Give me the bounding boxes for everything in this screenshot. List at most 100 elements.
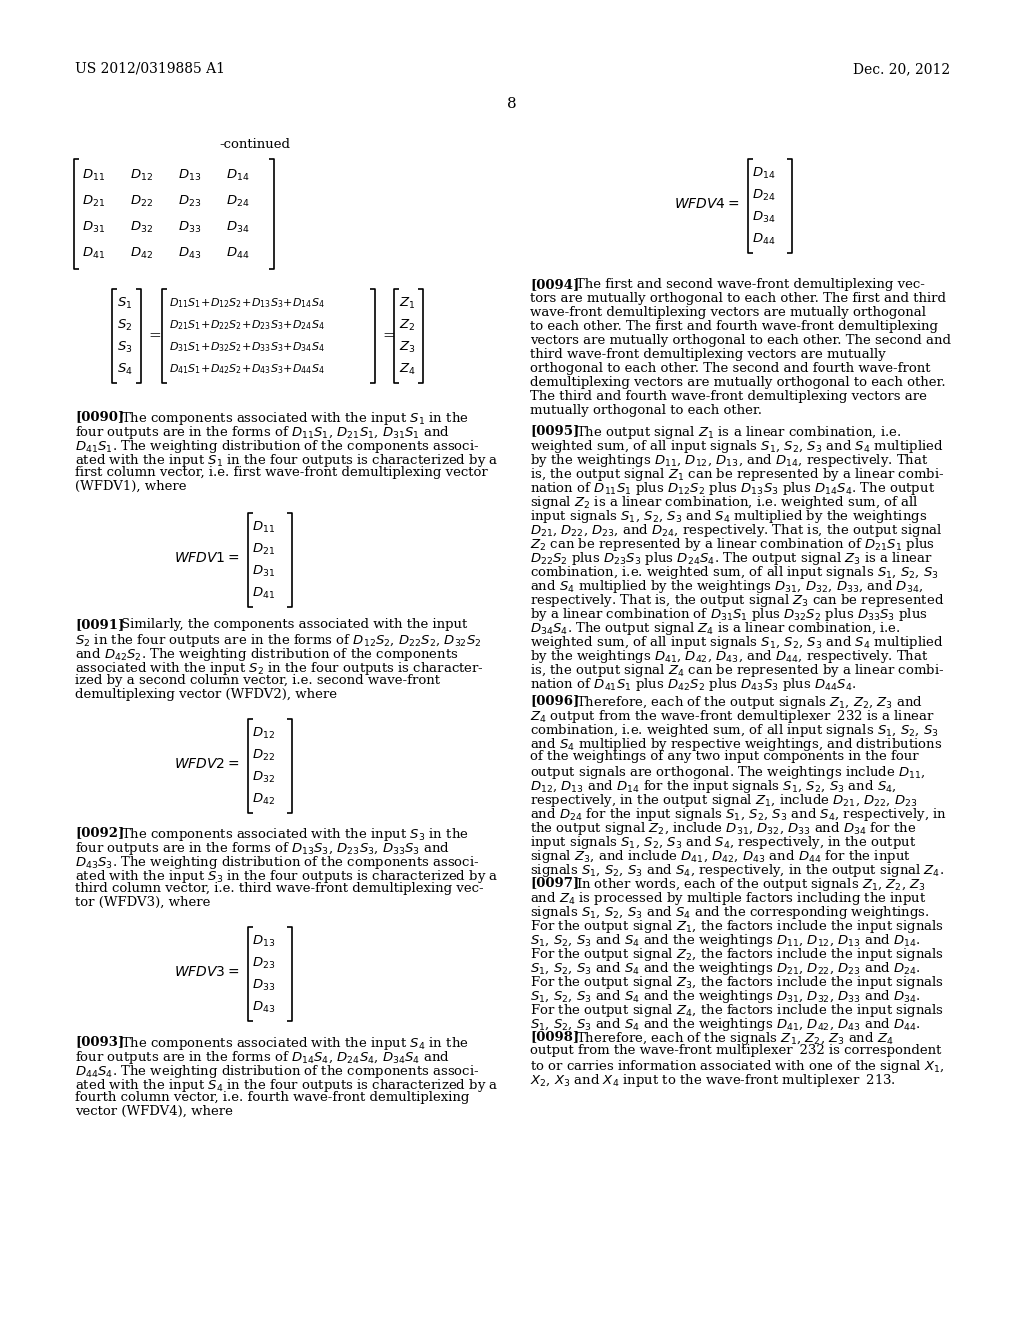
Text: [0095]: [0095]	[530, 424, 580, 437]
Text: third wave-front demultiplexing vectors are mutually: third wave-front demultiplexing vectors …	[530, 348, 886, 360]
Text: $D_{13}$: $D_{13}$	[252, 933, 275, 949]
Text: [0096]: [0096]	[530, 694, 580, 708]
Text: signals $S_1$, $S_2$, $S_3$ and $S_4$, respectively, in the output signal $Z_4$.: signals $S_1$, $S_2$, $S_3$ and $S_4$, r…	[530, 862, 944, 879]
Text: the output signal $Z_2$, include $D_{31}$, $D_{32}$, $D_{33}$ and $D_{34}$ for t: the output signal $Z_2$, include $D_{31}…	[530, 820, 916, 837]
Text: four outputs are in the forms of $D_{14}S_4$, $D_{24}S_4$, $D_{34}S_4$ and: four outputs are in the forms of $D_{14}…	[75, 1049, 450, 1067]
Text: signal $Z_3$, and include $D_{41}$, $D_{42}$, $D_{43}$ and $D_{44}$ for the inpu: signal $Z_3$, and include $D_{41}$, $D_{…	[530, 847, 910, 865]
Text: $D_{32}$: $D_{32}$	[130, 219, 153, 235]
Text: $D_{21}S_1\!+\!D_{22}S_2\!+\!D_{23}S_3\!+\!D_{24}S_4$: $D_{21}S_1\!+\!D_{22}S_2\!+\!D_{23}S_3\!…	[169, 318, 325, 331]
Text: weighted sum, of all input signals $S_1$, $S_2$, $S_3$ and $S_4$ multiplied: weighted sum, of all input signals $S_1$…	[530, 438, 944, 455]
Text: US 2012/0319885 A1: US 2012/0319885 A1	[75, 62, 225, 77]
Text: demultiplexing vectors are mutually orthogonal to each other.: demultiplexing vectors are mutually orth…	[530, 376, 945, 389]
Text: input signals $S_1$, $S_2$, $S_3$ and $S_4$, respectively, in the output: input signals $S_1$, $S_2$, $S_3$ and $S…	[530, 834, 916, 851]
Text: to each other. The first and fourth wave-front demultiplexing: to each other. The first and fourth wave…	[530, 319, 938, 333]
Text: $S_1$, $S_2$, $S_3$ and $S_4$ and the weightings $D_{31}$, $D_{32}$, $D_{33}$ an: $S_1$, $S_2$, $S_3$ and $S_4$ and the we…	[530, 987, 921, 1005]
Text: and $S_4$ multiplied by respective weightings, and distributions: and $S_4$ multiplied by respective weigh…	[530, 737, 942, 752]
Text: by the weightings $D_{11}$, $D_{12}$, $D_{13}$, and $D_{14}$, respectively. That: by the weightings $D_{11}$, $D_{12}$, $D…	[530, 451, 929, 469]
Text: four outputs are in the forms of $D_{11}S_1$, $D_{21}S_1$, $D_{31}S_1$ and: four outputs are in the forms of $D_{11}…	[75, 424, 450, 441]
Text: combination, i.e. weighted sum, of all input signals $S_1$, $S_2$, $S_3$: combination, i.e. weighted sum, of all i…	[530, 564, 939, 581]
Text: $X_2$, $X_3$ and $X_4$ input to the wave-front multiplexer  213.: $X_2$, $X_3$ and $X_4$ input to the wave…	[530, 1072, 896, 1089]
Text: Therefore, each of the output signals $Z_1$, $Z_2$, $Z_3$ and: Therefore, each of the output signals $Z…	[575, 694, 923, 711]
Text: output signals are orthogonal. The weightings include $D_{11}$,: output signals are orthogonal. The weigh…	[530, 764, 926, 781]
Text: (WFDV1), where: (WFDV1), where	[75, 480, 186, 492]
Text: The first and second wave-front demultiplexing vec-: The first and second wave-front demultip…	[575, 279, 925, 290]
Text: orthogonal to each other. The second and fourth wave-front: orthogonal to each other. The second and…	[530, 362, 931, 375]
Text: signal $Z_2$ is a linear combination, i.e. weighted sum, of all: signal $Z_2$ is a linear combination, i.…	[530, 494, 919, 511]
Text: tor (WFDV3), where: tor (WFDV3), where	[75, 896, 210, 909]
Text: $Z_3$: $Z_3$	[399, 339, 416, 355]
Text: $D_{31}S_1\!+\!D_{32}S_2\!+\!D_{33}S_3\!+\!D_{34}S_4$: $D_{31}S_1\!+\!D_{32}S_2\!+\!D_{33}S_3\!…	[169, 341, 325, 354]
Text: $D_{11}S_1\!+\!D_{12}S_2\!+\!D_{13}S_3\!+\!D_{14}S_4$: $D_{11}S_1\!+\!D_{12}S_2\!+\!D_{13}S_3\!…	[169, 296, 325, 310]
Text: vectors are mutually orthogonal to each other. The second and: vectors are mutually orthogonal to each …	[530, 334, 951, 347]
Text: $D_{44}$: $D_{44}$	[752, 231, 775, 247]
Text: fourth column vector, i.e. fourth wave-front demultiplexing: fourth column vector, i.e. fourth wave-f…	[75, 1092, 469, 1104]
Text: $D_{23}$: $D_{23}$	[252, 956, 275, 970]
Text: respectively, in the output signal $Z_1$, include $D_{21}$, $D_{22}$, $D_{23}$: respectively, in the output signal $Z_1$…	[530, 792, 918, 809]
Text: $WFDV4 =$: $WFDV4 =$	[675, 197, 740, 211]
Text: 8: 8	[507, 96, 517, 111]
Text: is, the output signal $Z_4$ can be represented by a linear combi-: is, the output signal $Z_4$ can be repre…	[530, 663, 944, 678]
Text: [0098]: [0098]	[530, 1030, 580, 1043]
Text: $D_{43}S_3$. The weighting distribution of the components associ-: $D_{43}S_3$. The weighting distribution …	[75, 854, 479, 871]
Text: by the weightings $D_{41}$, $D_{42}$, $D_{43}$, and $D_{44}$, respectively. That: by the weightings $D_{41}$, $D_{42}$, $D…	[530, 648, 929, 665]
Text: weighted sum, of all input signals $S_1$, $S_2$, $S_3$ and $S_4$ multiplied: weighted sum, of all input signals $S_1$…	[530, 634, 944, 651]
Text: and $Z_4$ is processed by multiple factors including the input: and $Z_4$ is processed by multiple facto…	[530, 890, 927, 907]
Text: $D_{33}$: $D_{33}$	[178, 219, 202, 235]
Text: $D_{34}$: $D_{34}$	[752, 210, 775, 224]
Text: $D_{41}$: $D_{41}$	[82, 246, 105, 260]
Text: Therefore, each of the signals $Z_1$, $Z_2$, $Z_3$ and $Z_4$: Therefore, each of the signals $Z_1$, $Z…	[575, 1030, 894, 1047]
Text: For the output signal $Z_1$, the factors include the input signals: For the output signal $Z_1$, the factors…	[530, 917, 944, 935]
Text: The third and fourth wave-front demultiplexing vectors are: The third and fourth wave-front demultip…	[530, 389, 927, 403]
Text: and $D_{42}S_2$. The weighting distribution of the components: and $D_{42}S_2$. The weighting distribut…	[75, 645, 459, 663]
Text: $D_{43}$: $D_{43}$	[252, 999, 275, 1015]
Text: $D_{23}$: $D_{23}$	[178, 194, 202, 209]
Text: $D_{41}$: $D_{41}$	[252, 586, 275, 601]
Text: associated with the input $S_2$ in the four outputs is character-: associated with the input $S_2$ in the f…	[75, 660, 484, 677]
Text: wave-front demultiplexing vectors are mutually orthogonal: wave-front demultiplexing vectors are mu…	[530, 306, 926, 319]
Text: combination, i.e. weighted sum, of all input signals $S_1$, $S_2$, $S_3$: combination, i.e. weighted sum, of all i…	[530, 722, 939, 739]
Text: $D_{22}$: $D_{22}$	[130, 194, 153, 209]
Text: $D_{33}$: $D_{33}$	[252, 977, 275, 993]
Text: $Z_2$: $Z_2$	[399, 317, 416, 333]
Text: [0090]: [0090]	[75, 411, 124, 422]
Text: output from the wave-front multiplexer  232 is correspondent: output from the wave-front multiplexer 2…	[530, 1044, 941, 1057]
Text: respectively. That is, the output signal $Z_3$ can be represented: respectively. That is, the output signal…	[530, 591, 944, 609]
Text: [0097]: [0097]	[530, 876, 580, 888]
Text: ated with the input $S_1$ in the four outputs is characterized by a: ated with the input $S_1$ in the four ou…	[75, 451, 499, 469]
Text: is, the output signal $Z_1$ can be represented by a linear combi-: is, the output signal $Z_1$ can be repre…	[530, 466, 944, 483]
Text: Similarly, the components associated with the input: Similarly, the components associated wit…	[121, 618, 467, 631]
Text: The components associated with the input $S_3$ in the: The components associated with the input…	[121, 826, 469, 843]
Text: In other words, each of the output signals $Z_1$, $Z_2$, $Z_3$: In other words, each of the output signa…	[575, 876, 926, 894]
Text: [0092]: [0092]	[75, 826, 124, 840]
Text: $D_{34}$: $D_{34}$	[226, 219, 250, 235]
Text: The components associated with the input $S_4$ in the: The components associated with the input…	[121, 1035, 469, 1052]
Text: [0094]: [0094]	[530, 279, 580, 290]
Text: $D_{43}$: $D_{43}$	[178, 246, 202, 260]
Text: $Z_1$: $Z_1$	[399, 296, 416, 310]
Text: $S_3$: $S_3$	[117, 339, 132, 355]
Text: $D_{14}$: $D_{14}$	[752, 165, 775, 181]
Text: $S_2$: $S_2$	[117, 317, 132, 333]
Text: ized by a second column vector, i.e. second wave-front: ized by a second column vector, i.e. sec…	[75, 675, 440, 686]
Text: $D_{32}$: $D_{32}$	[252, 770, 275, 784]
Text: For the output signal $Z_2$, the factors include the input signals: For the output signal $Z_2$, the factors…	[530, 946, 944, 964]
Text: $Z_4$: $Z_4$	[399, 362, 416, 376]
Text: $S_4$: $S_4$	[117, 362, 133, 376]
Text: $D_{11}$: $D_{11}$	[252, 520, 275, 535]
Text: $WFDV1 =$: $WFDV1 =$	[174, 550, 240, 565]
Text: $D_{14}$: $D_{14}$	[226, 168, 250, 182]
Text: $D_{22}S_2$ plus $D_{23}S_3$ plus $D_{24}S_4$. The output signal $Z_3$ is a line: $D_{22}S_2$ plus $D_{23}S_3$ plus $D_{24…	[530, 550, 933, 568]
Text: four outputs are in the forms of $D_{13}S_3$, $D_{23}S_3$, $D_{33}S_3$ and: four outputs are in the forms of $D_{13}…	[75, 840, 450, 857]
Text: ated with the input $S_3$ in the four outputs is characterized by a: ated with the input $S_3$ in the four ou…	[75, 869, 499, 884]
Text: $D_{12}$, $D_{13}$ and $D_{14}$ for the input signals $S_1$, $S_2$, $S_3$ and $S: $D_{12}$, $D_{13}$ and $D_{14}$ for the …	[530, 777, 897, 795]
Text: $S_1$, $S_2$, $S_3$ and $S_4$ and the weightings $D_{21}$, $D_{22}$, $D_{23}$ an: $S_1$, $S_2$, $S_3$ and $S_4$ and the we…	[530, 960, 921, 977]
Text: and $D_{24}$ for the input signals $S_1$, $S_2$, $S_3$ and $S_4$, respectively, : and $D_{24}$ for the input signals $S_1$…	[530, 807, 947, 822]
Text: [0093]: [0093]	[75, 1035, 124, 1048]
Text: For the output signal $Z_3$, the factors include the input signals: For the output signal $Z_3$, the factors…	[530, 974, 944, 991]
Text: $D_{41}S_1$. The weighting distribution of the components associ-: $D_{41}S_1$. The weighting distribution …	[75, 438, 479, 455]
Text: $WFDV2 =$: $WFDV2 =$	[174, 756, 240, 771]
Text: $D_{31}$: $D_{31}$	[252, 564, 275, 578]
Text: $D_{44}S_4$. The weighting distribution of the components associ-: $D_{44}S_4$. The weighting distribution …	[75, 1063, 479, 1080]
Text: $D_{12}$: $D_{12}$	[252, 726, 275, 741]
Text: ated with the input $S_4$ in the four outputs is characterized by a: ated with the input $S_4$ in the four ou…	[75, 1077, 499, 1094]
